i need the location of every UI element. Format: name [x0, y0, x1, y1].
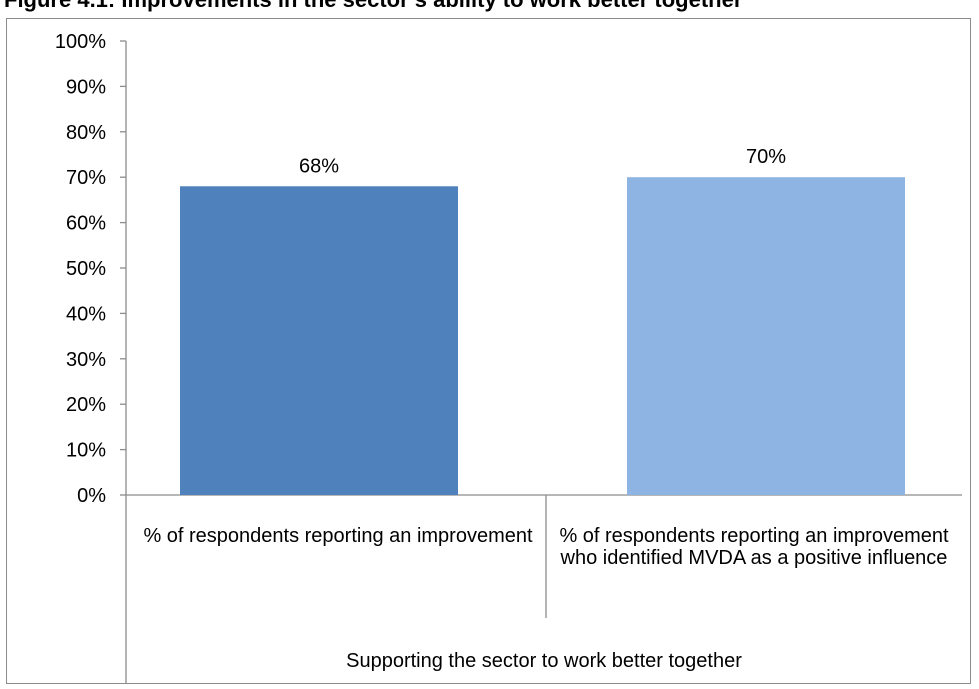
- bar-2: [627, 177, 905, 495]
- y-tick-label: 80%: [66, 122, 106, 144]
- y-tick-label: 30%: [66, 349, 106, 371]
- chart-title-wrap: Figure 4.1: Improvements in the sector’s…: [0, 0, 979, 22]
- y-tick-label: 100%: [55, 31, 106, 53]
- y-tick-label: 20%: [66, 394, 106, 416]
- y-tick-label: 50%: [66, 258, 106, 280]
- chart-title: Figure 4.1: Improvements in the sector’s…: [4, 0, 742, 13]
- y-tick-label: 60%: [66, 213, 106, 235]
- y-tick-label: 70%: [66, 167, 106, 189]
- y-tick-label: 90%: [66, 76, 106, 98]
- category-label-mvda-influence: % of respondents reporting an improvemen…: [559, 525, 949, 569]
- data-label-1: 68%: [299, 155, 339, 177]
- data-label-2: 70%: [746, 146, 786, 168]
- category-label-improvement: % of respondents reporting an improvemen…: [143, 525, 533, 547]
- y-tick-label: 40%: [66, 303, 106, 325]
- bar-1: [180, 186, 458, 495]
- y-tick-label: 0%: [77, 485, 106, 507]
- group-label: Supporting the sector to work better tog…: [346, 650, 742, 672]
- y-tick-label: 10%: [66, 440, 106, 462]
